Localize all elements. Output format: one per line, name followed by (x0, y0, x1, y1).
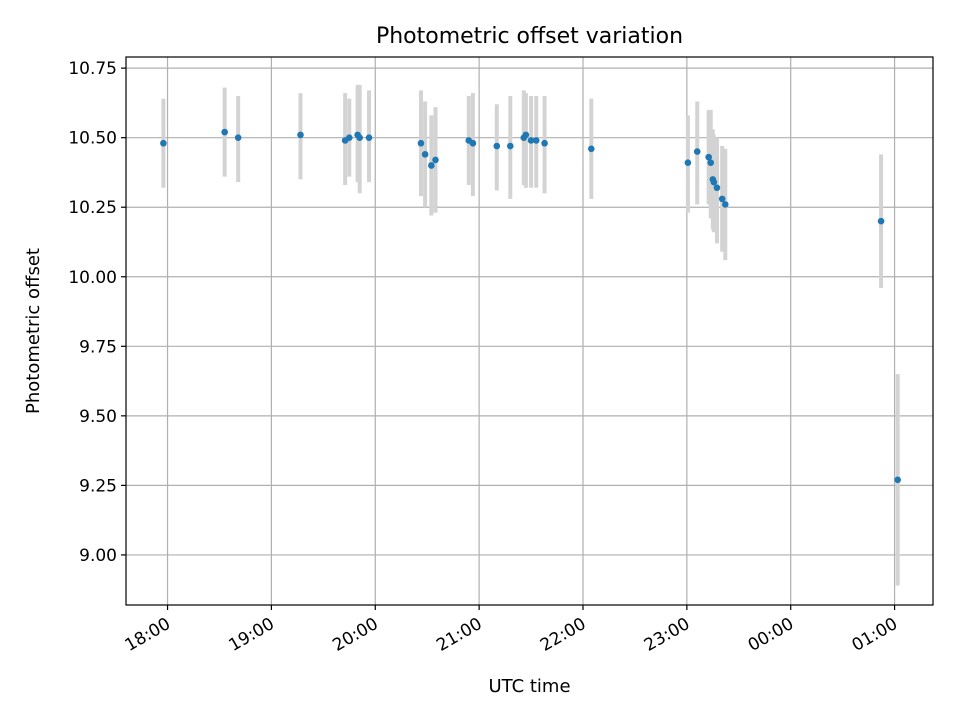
y-tick-label: 10.25 (68, 198, 117, 218)
x-tick-label: 21:00 (433, 614, 485, 656)
data-points (160, 128, 901, 484)
data-point (234, 134, 242, 141)
data-point (346, 134, 353, 141)
data-point (432, 156, 439, 164)
data-point (428, 162, 435, 169)
data-point (356, 134, 363, 141)
y-tick-label: 9.50 (79, 407, 117, 427)
x-tick-label: 23:00 (641, 614, 693, 656)
x-tick-label: 18:00 (122, 614, 174, 656)
x-axis-ticks: 18:00 19:00 20:00 21:00 22:00 23:00 00:00 01:00 (122, 605, 901, 656)
x-axis-label: UTC time (488, 676, 570, 697)
x-tick-label: 19:00 (225, 614, 277, 656)
data-point (684, 159, 692, 167)
data-point (707, 159, 715, 167)
data-point (894, 476, 901, 484)
data-point (693, 148, 701, 155)
plot-area-frame (125, 56, 934, 606)
y-tick-label: 10.00 (68, 268, 117, 288)
x-tick-label: 22:00 (537, 614, 589, 656)
data-point (705, 153, 712, 161)
data-point (297, 131, 304, 139)
data-point (587, 145, 595, 153)
data-point (721, 201, 729, 208)
data-point (718, 195, 726, 203)
chart-title: Photometric offset variation (376, 24, 683, 49)
data-point (493, 142, 501, 150)
data-point (527, 137, 535, 144)
data-point (160, 139, 167, 147)
y-tick-label: 9.75 (79, 337, 117, 357)
data-point (710, 178, 718, 186)
y-axis-label: Photometric offset (23, 248, 44, 414)
data-point (506, 142, 514, 150)
error-bars (161, 84, 900, 586)
data-point (877, 217, 885, 225)
data-point (532, 137, 540, 144)
y-tick-label: 9.00 (79, 546, 117, 566)
x-tick-label: 00:00 (745, 614, 797, 656)
data-point (417, 139, 425, 147)
data-point (221, 128, 228, 136)
y-axis-ticks: 9.00 9.25 9.50 9.75 10.00 10.25 10.50 10.75 (68, 59, 126, 566)
data-point (522, 131, 530, 139)
data-point (713, 184, 721, 192)
data-point (469, 139, 477, 147)
y-tick-label: 10.75 (68, 59, 117, 79)
x-tick-label: 01:00 (849, 614, 901, 656)
data-point (365, 134, 373, 141)
data-point (541, 139, 548, 147)
y-tick-label: 10.50 (68, 129, 117, 149)
y-tick-label: 9.25 (79, 476, 117, 496)
data-point (421, 151, 429, 158)
x-tick-label: 20:00 (329, 614, 381, 656)
